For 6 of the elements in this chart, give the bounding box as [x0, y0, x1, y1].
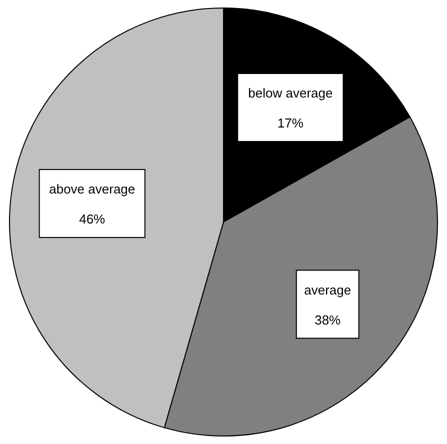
- slice-label: average: [304, 282, 352, 298]
- slice-label: above average: [49, 181, 136, 196]
- data-label: 17%: [277, 115, 304, 130]
- data-label: 38%: [314, 312, 342, 328]
- data-label: 46%: [79, 211, 106, 226]
- slice-label: below average: [248, 85, 333, 100]
